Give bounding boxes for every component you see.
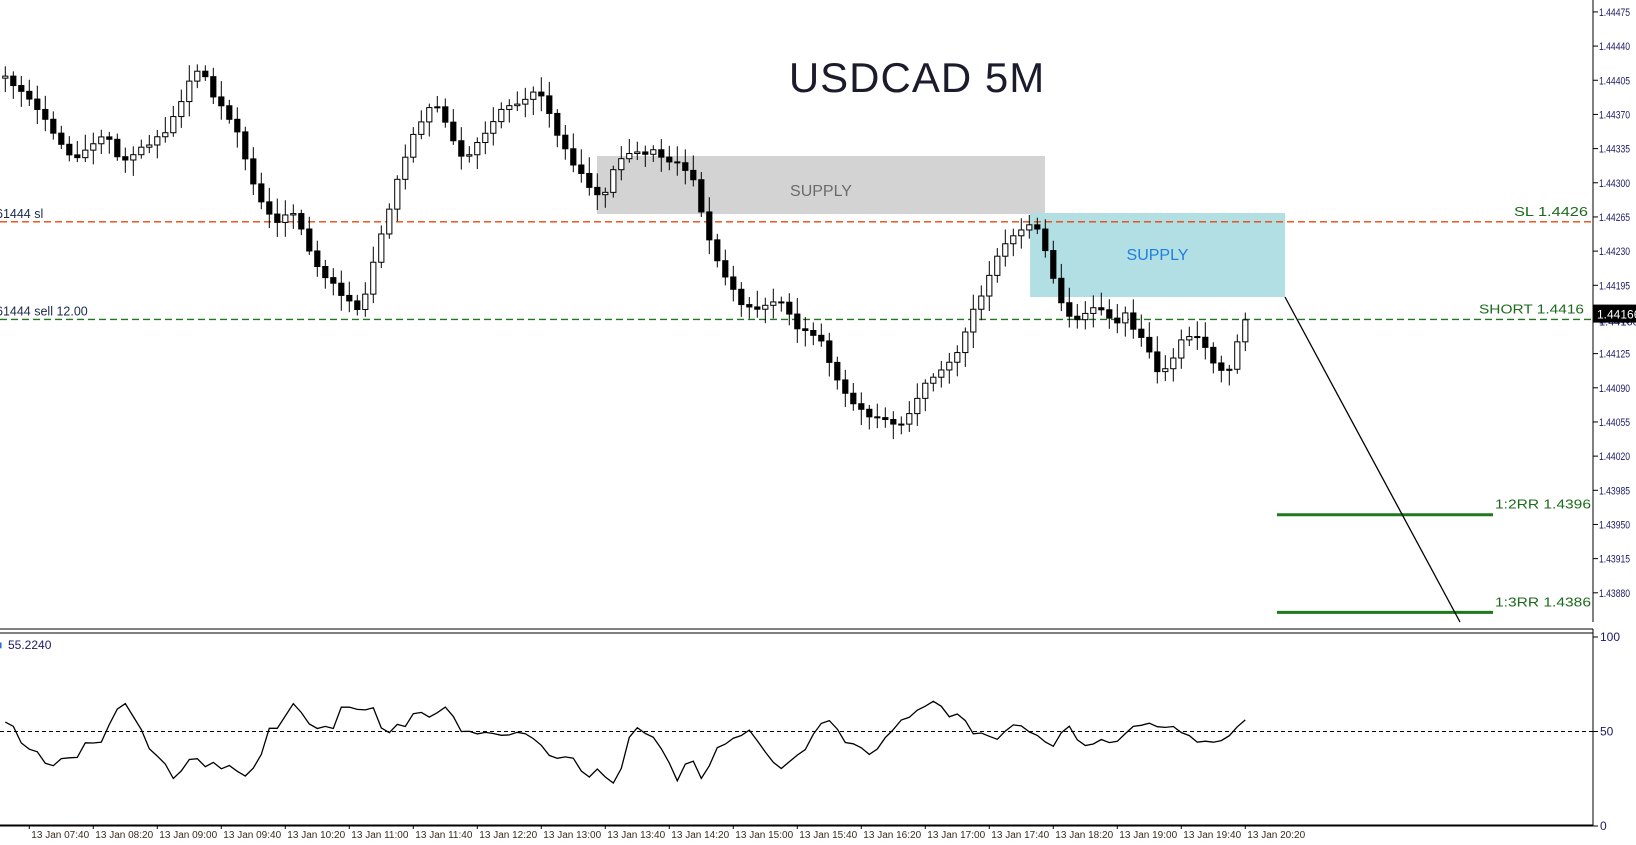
svg-text:1.43915: 1.43915 — [1599, 554, 1630, 566]
svg-text:1.44405: 1.44405 — [1599, 75, 1630, 87]
svg-text:1.44370: 1.44370 — [1599, 109, 1630, 121]
svg-text:13 Jan 15:00: 13 Jan 15:00 — [735, 830, 793, 841]
svg-text:1.44195: 1.44195 — [1599, 280, 1630, 292]
svg-text:1:3RR 1.4386: 1:3RR 1.4386 — [1495, 594, 1591, 609]
svg-text:13 Jan 19:40: 13 Jan 19:40 — [1183, 830, 1241, 841]
svg-text:13 Jan 09:00: 13 Jan 09:00 — [159, 830, 217, 841]
svg-text:1.43985: 1.43985 — [1599, 485, 1630, 497]
svg-text:13 Jan 17:40: 13 Jan 17:40 — [991, 830, 1049, 841]
svg-text:13 Jan 10:20: 13 Jan 10:20 — [287, 830, 345, 841]
svg-text:1.44230: 1.44230 — [1599, 246, 1630, 258]
svg-text:SHORT 1.4416: SHORT 1.4416 — [1479, 301, 1584, 316]
svg-text:1.44265: 1.44265 — [1599, 212, 1630, 224]
svg-text:SUPPLY: SUPPLY — [790, 183, 852, 200]
svg-text:0: 0 — [1600, 819, 1607, 833]
svg-text:50: 50 — [1600, 725, 1614, 739]
svg-text:61444 sl: 61444 sl — [0, 207, 43, 221]
svg-text:13 Jan 15:40: 13 Jan 15:40 — [799, 830, 857, 841]
svg-text:13 Jan 14:20: 13 Jan 14:20 — [671, 830, 729, 841]
svg-text:1.44020: 1.44020 — [1599, 451, 1630, 463]
svg-text:13 Jan 12:20: 13 Jan 12:20 — [479, 830, 537, 841]
svg-text:13 Jan 19:00: 13 Jan 19:00 — [1119, 830, 1177, 841]
svg-text:1.44125: 1.44125 — [1599, 349, 1630, 361]
svg-text:13 Jan 17:00: 13 Jan 17:00 — [927, 830, 985, 841]
svg-text:1.43880: 1.43880 — [1599, 588, 1630, 600]
svg-text:13 Jan 11:00: 13 Jan 11:00 — [351, 830, 409, 841]
svg-text:13 Jan 11:40: 13 Jan 11:40 — [415, 830, 473, 841]
svg-text:13 Jan 09:40: 13 Jan 09:40 — [223, 830, 281, 841]
svg-text:13 Jan 08:20: 13 Jan 08:20 — [95, 830, 153, 841]
svg-text:SUPPLY: SUPPLY — [1127, 247, 1189, 264]
svg-text:100: 100 — [1600, 630, 1620, 644]
svg-text:13 Jan 20:20: 13 Jan 20:20 — [1247, 830, 1305, 841]
svg-text:SL 1.4426: SL 1.4426 — [1514, 204, 1588, 219]
svg-text:■: ■ — [0, 638, 2, 652]
svg-text:1.44440: 1.44440 — [1599, 41, 1630, 53]
svg-text:13 Jan 13:00: 13 Jan 13:00 — [543, 830, 601, 841]
svg-text:1.44300: 1.44300 — [1599, 178, 1630, 190]
svg-text:1.44475: 1.44475 — [1599, 7, 1630, 19]
svg-text:13 Jan 16:20: 13 Jan 16:20 — [863, 830, 921, 841]
svg-text:13 Jan 18:20: 13 Jan 18:20 — [1055, 830, 1113, 841]
svg-text:13 Jan 13:40: 13 Jan 13:40 — [607, 830, 665, 841]
svg-text:1.44055: 1.44055 — [1599, 417, 1630, 429]
svg-text:61444 sell 12.00: 61444 sell 12.00 — [0, 304, 88, 318]
svg-text:1:2RR 1.4396: 1:2RR 1.4396 — [1495, 497, 1591, 512]
svg-text:1.44335: 1.44335 — [1599, 144, 1630, 156]
svg-text:1.44090: 1.44090 — [1599, 383, 1630, 395]
svg-text:13 Jan 07:40: 13 Jan 07:40 — [31, 830, 89, 841]
svg-text:55.2240: 55.2240 — [8, 638, 52, 652]
svg-text:1.43950: 1.43950 — [1599, 519, 1630, 531]
